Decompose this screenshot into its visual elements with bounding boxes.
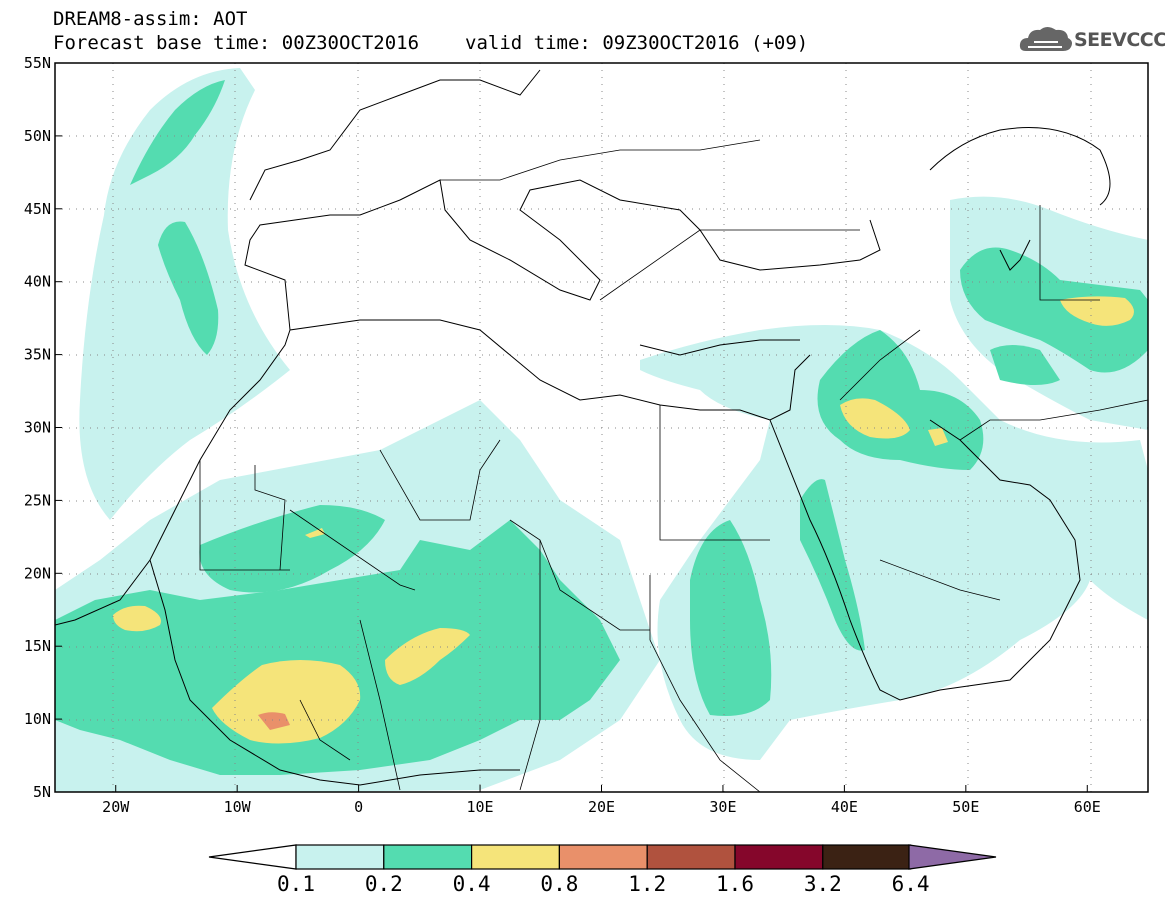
lon-tick-label: 20E bbox=[588, 798, 615, 816]
colorbar-swatch bbox=[295, 844, 385, 870]
colorbar-level-label: 0.2 bbox=[364, 872, 403, 896]
lat-tick-label: 10N bbox=[24, 710, 51, 728]
lon-tick-label: 20W bbox=[102, 798, 130, 816]
colorbar-swatch bbox=[471, 844, 561, 870]
lat-tick-label: 15N bbox=[24, 637, 51, 655]
lon-tick-label: 60E bbox=[1074, 798, 1101, 816]
colorbar-swatch bbox=[558, 844, 648, 870]
cloud-logo-icon bbox=[1019, 27, 1072, 51]
colorbar-swatch bbox=[822, 844, 912, 870]
map-grid bbox=[55, 63, 1148, 792]
aot-layer-0-4 bbox=[113, 296, 1134, 744]
lon-tick-label: 30E bbox=[709, 798, 736, 816]
colorbar-level-label: 1.2 bbox=[628, 872, 667, 896]
lat-tick-label: 5N bbox=[33, 783, 51, 801]
borders bbox=[199, 139, 1148, 792]
lat-tick-label: 30N bbox=[24, 419, 51, 437]
lat-tick-label: 35N bbox=[24, 346, 51, 364]
lat-tick-label: 25N bbox=[24, 491, 51, 509]
map-title: DREAM8-assim: AOT bbox=[53, 8, 248, 30]
colorbar-level-label: 1.6 bbox=[716, 872, 754, 896]
colorbar-swatch bbox=[646, 844, 736, 870]
colorbar-swatch bbox=[383, 844, 473, 870]
colorbar-level-label: 0.1 bbox=[277, 872, 315, 896]
colorbar-level-label: 0.4 bbox=[452, 872, 491, 896]
colorbar bbox=[208, 844, 997, 870]
base-time: Forecast base time: 00Z30OCT2016 bbox=[53, 32, 420, 54]
colorbar-level-label: 3.2 bbox=[803, 872, 842, 896]
coastlines bbox=[55, 69, 1111, 786]
colorbar-low-arrow bbox=[208, 844, 297, 870]
lat-tick-label: 50N bbox=[24, 127, 51, 145]
lon-axis: 20W 10W 0 10E 20E 30E 40E 50E 60E bbox=[102, 785, 1101, 816]
colorbar-high-arrow bbox=[908, 844, 997, 870]
colorbar-swatch bbox=[734, 844, 824, 870]
lon-tick-label: 40E bbox=[831, 798, 858, 816]
lat-tick-label: 45N bbox=[24, 200, 51, 218]
aot-layer-0-8 bbox=[258, 712, 290, 730]
lon-tick-label: 0 bbox=[354, 798, 363, 816]
lon-tick-label: 50E bbox=[952, 798, 979, 816]
lat-tick-label: 55N bbox=[24, 54, 51, 72]
time-info: Forecast base time: 00Z30OCT2016 valid ti… bbox=[53, 32, 808, 54]
lon-tick-label: 10E bbox=[467, 798, 494, 816]
valid-time: valid time: 09Z30OCT2016 (+09) bbox=[465, 32, 809, 54]
colorbar-level-label: 6.4 bbox=[891, 872, 930, 896]
lon-tick-label: 10W bbox=[224, 798, 252, 816]
logo-text: SEEVCCC bbox=[1074, 29, 1165, 51]
lat-tick-label: 20N bbox=[24, 564, 51, 582]
lat-axis: 5N 10N 15N 20N 25N 30N 35N 40N 45N 50N 55N bbox=[24, 54, 62, 801]
lat-tick-label: 40N bbox=[24, 273, 51, 291]
seevccc-logo: SEEVCCC bbox=[1018, 23, 1165, 57]
colorbar-level-label: 0.8 bbox=[540, 872, 579, 896]
